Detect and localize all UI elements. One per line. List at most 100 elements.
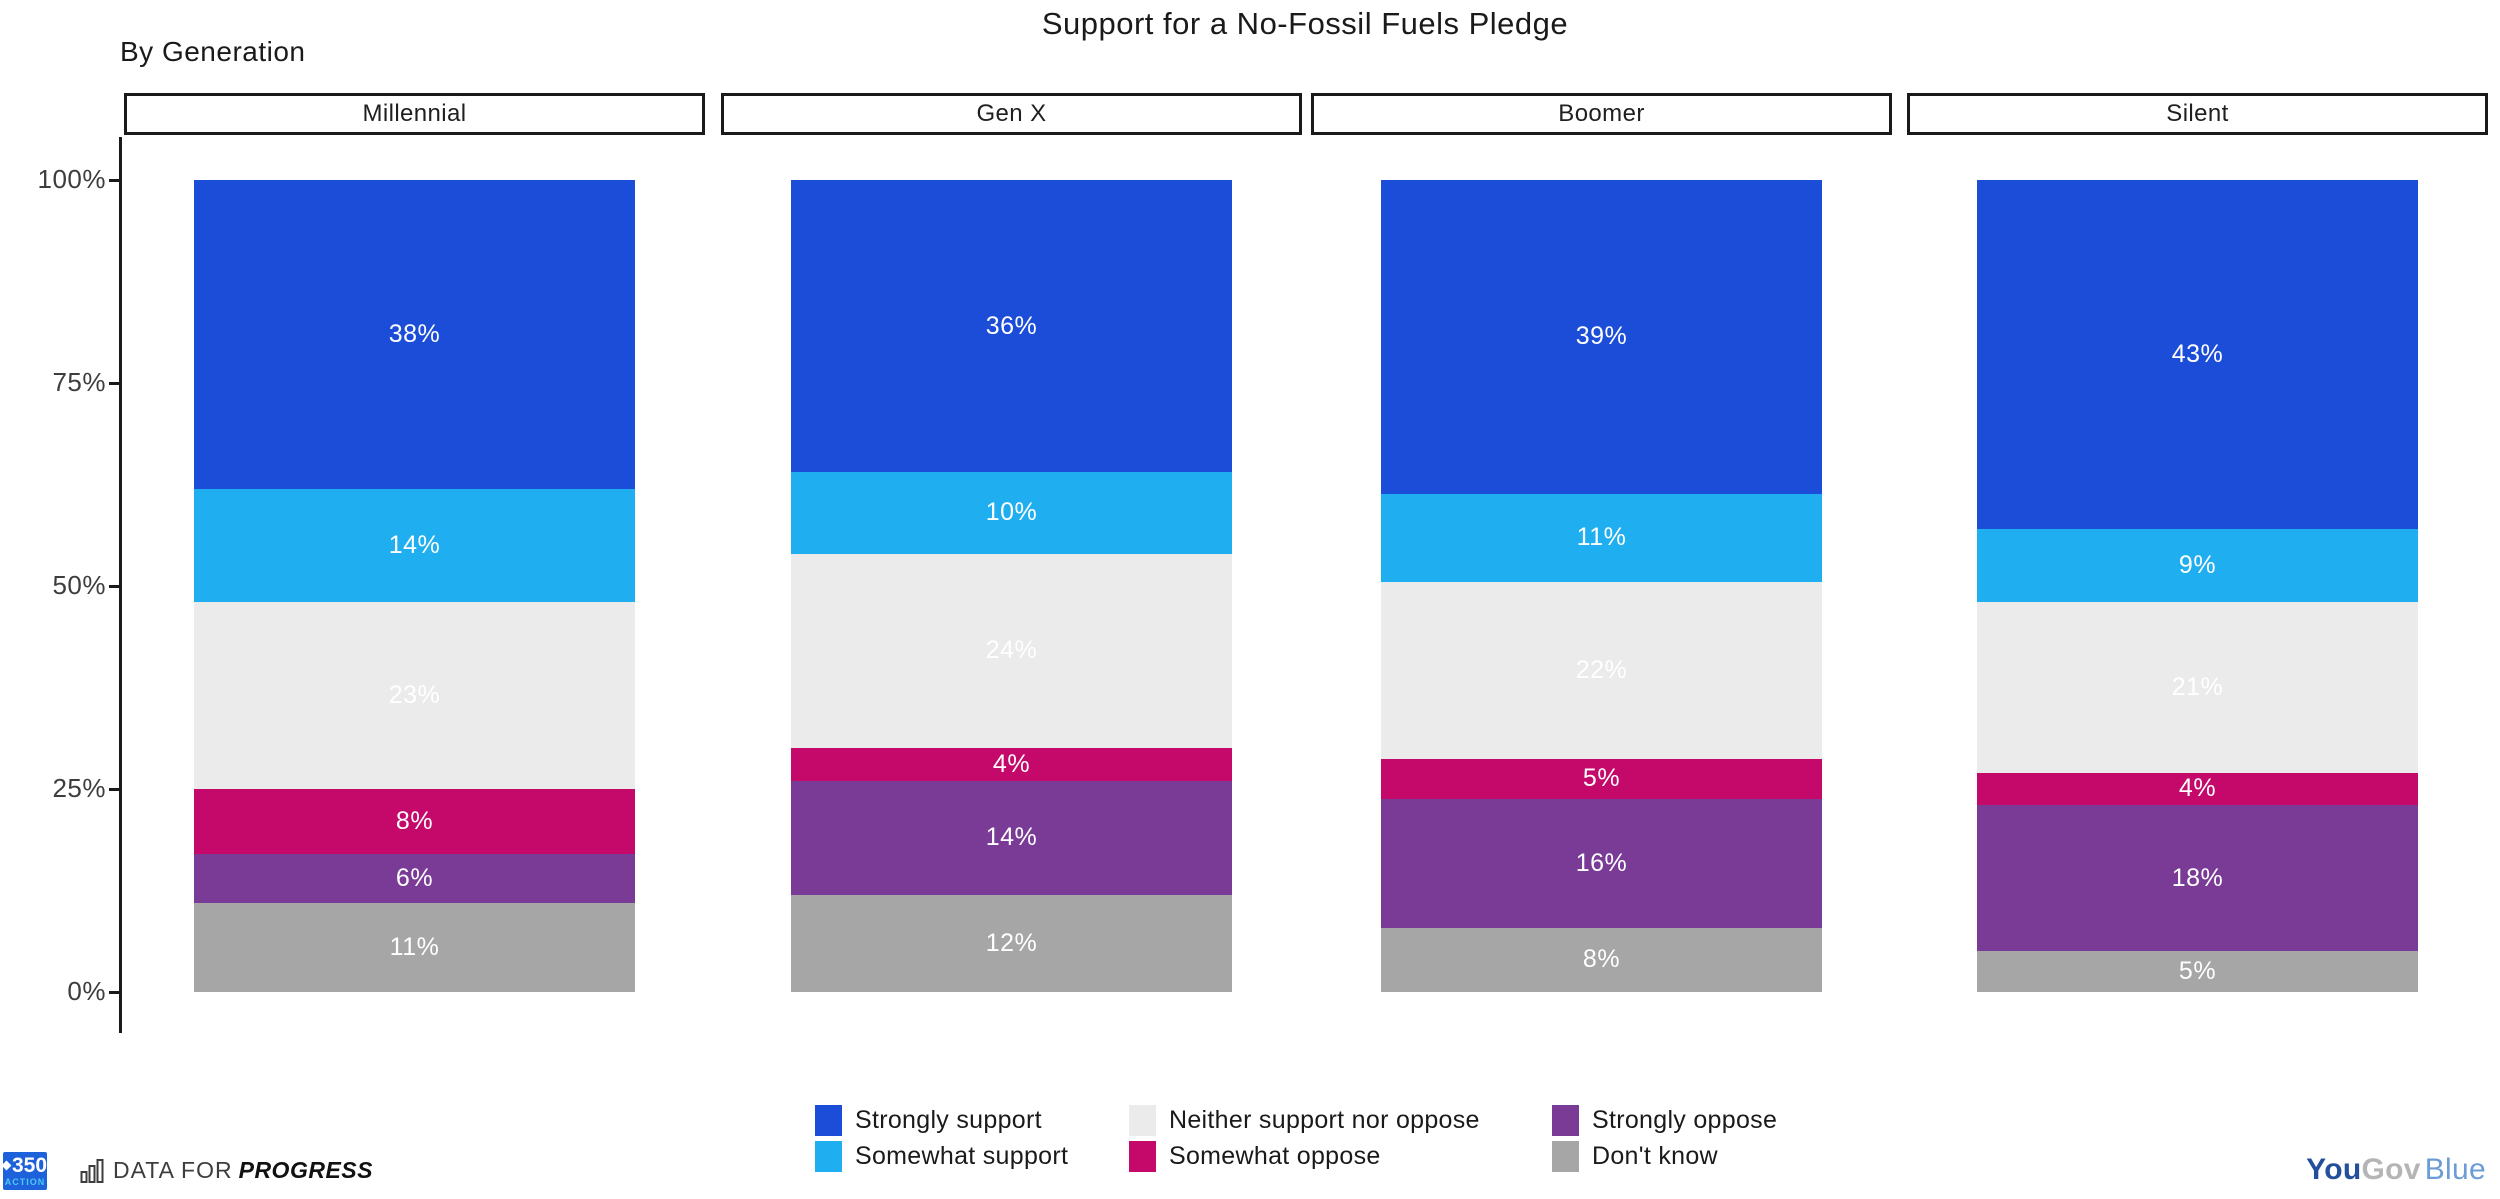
bar-segment-strongly-support: 43% — [1977, 180, 2418, 530]
bar-segment-label: 5% — [1582, 764, 1621, 793]
bar-segment-label: 24% — [985, 636, 1038, 665]
bar-segment-label: 21% — [2171, 672, 2224, 701]
bar-segment-label: 22% — [1575, 655, 1628, 684]
bar-segment-label: 11% — [1576, 523, 1627, 552]
y-axis-tick — [109, 787, 119, 791]
y-axis-tick-label: 75% — [52, 367, 106, 397]
yougov-blue: Blue — [2424, 1153, 2486, 1186]
bar-segment-label: 43% — [2171, 340, 2224, 369]
yougov-gov: Gov — [2361, 1153, 2421, 1186]
bar-segment-don-t-know: 11% — [194, 902, 635, 992]
bar-segment-somewhat-support: 10% — [791, 472, 1232, 554]
bar-segment-somewhat-support: 9% — [1977, 529, 2418, 603]
y-axis-line — [119, 137, 122, 1033]
y-axis-tick — [109, 990, 119, 994]
bar-segment-label: 4% — [2178, 774, 2217, 803]
legend-item-don-t-know: Don't know — [1552, 1140, 1718, 1172]
legend-item-strongly-support: Strongly support — [815, 1104, 1042, 1136]
bar-segment-label: 11% — [389, 932, 440, 961]
legend-swatch — [1552, 1140, 1579, 1172]
legend-swatch — [815, 1140, 842, 1172]
footer-left: 350 ACTION DATA FOR PROGRESS — [1, 1151, 373, 1190]
y-axis-tick — [109, 178, 119, 182]
legend-label: Strongly support — [855, 1105, 1042, 1134]
bar-segment-label: 8% — [1582, 945, 1621, 974]
legend-label: Strongly oppose — [1592, 1105, 1778, 1134]
yougov-you: You — [2306, 1153, 2362, 1186]
bar-segment-strongly-support: 38% — [194, 180, 635, 489]
bar-segment-neither-support-nor-oppose: 24% — [791, 553, 1232, 749]
bar-segment-strongly-oppose: 6% — [194, 853, 635, 903]
bar-chart-icon — [80, 1158, 104, 1183]
logo-350-action: 350 ACTION — [1, 1151, 48, 1190]
chart-subtitle: By Generation — [120, 36, 306, 67]
logo-350-number: 350 — [11, 1153, 48, 1177]
bar-segment-don-t-know: 12% — [791, 894, 1232, 992]
bar-segment-label: 5% — [2178, 957, 2217, 986]
facet-header-gen-x: Gen X — [721, 93, 1302, 135]
legend-label: Somewhat support — [855, 1141, 1069, 1170]
y-axis-tick-label: 25% — [52, 773, 106, 803]
dfp-name: PROGRESS — [238, 1157, 373, 1183]
stacked-bar-silent: 43% 9% 21% 4% 18% 5% — [1977, 180, 2418, 992]
bar-segment-don-t-know: 8% — [1381, 927, 1822, 992]
y-axis-tick-label: 0% — [67, 976, 106, 1006]
bar-segment-label: 36% — [985, 311, 1038, 340]
legend-label: Somewhat oppose — [1169, 1141, 1381, 1170]
bar-segment-label: 4% — [992, 750, 1031, 779]
bar-segment-strongly-support: 36% — [791, 180, 1232, 473]
legend-item-neither-support-nor-oppose: Neither support nor oppose — [1129, 1104, 1480, 1136]
bar-segment-somewhat-support: 14% — [194, 488, 635, 603]
dfp-prefix: DATA FOR — [113, 1157, 233, 1183]
y-axis-tick-label: 50% — [52, 570, 106, 600]
legend-swatch — [815, 1104, 842, 1136]
bar-segment-strongly-oppose: 14% — [791, 780, 1232, 895]
bar-segment-somewhat-support: 11% — [1381, 493, 1822, 582]
logo-350-word: ACTION — [4, 1176, 46, 1187]
facet-header-silent: Silent — [1907, 93, 2488, 135]
bar-segment-label: 38% — [388, 319, 441, 348]
legend-item-somewhat-support: Somewhat support — [815, 1140, 1068, 1172]
legend-item-strongly-oppose: Strongly oppose — [1552, 1104, 1777, 1136]
bar-segment-neither-support-nor-oppose: 23% — [194, 602, 635, 789]
legend-label: Neither support nor oppose — [1169, 1105, 1480, 1134]
y-axis-tick — [109, 584, 119, 588]
bar-segment-somewhat-oppose: 8% — [194, 789, 635, 854]
bar-segment-label: 18% — [2171, 863, 2224, 892]
diamond-icon — [1, 1160, 12, 1170]
bar-segment-strongly-oppose: 16% — [1381, 799, 1822, 928]
facet-header-boomer: Boomer — [1311, 93, 1892, 135]
stacked-bar-millennial: 38% 14% 23% 8% 6% 11% — [194, 180, 635, 992]
bar-segment-neither-support-nor-oppose: 21% — [1977, 602, 2418, 773]
legend-swatch — [1129, 1140, 1156, 1172]
bar-segment-label: 16% — [1575, 848, 1628, 877]
bar-segment-neither-support-nor-oppose: 22% — [1381, 581, 1822, 759]
bar-segment-label: 39% — [1575, 322, 1628, 351]
bar-segment-don-t-know: 5% — [1977, 951, 2418, 992]
bar-segment-label: 14% — [985, 823, 1038, 852]
bar-segment-label: 12% — [985, 928, 1038, 957]
legend-label: Don't know — [1592, 1141, 1718, 1170]
facet-header-millennial: Millennial — [124, 93, 705, 135]
bar-segment-label: 23% — [388, 681, 441, 710]
legend-swatch — [1129, 1104, 1156, 1136]
stacked-bar-boomer: 39% 11% 22% 5% 16% 8% — [1381, 180, 1822, 992]
bar-segment-somewhat-oppose: 4% — [1977, 772, 2418, 806]
y-axis-tick-label: 100% — [37, 164, 106, 194]
bar-segment-label: 8% — [395, 806, 434, 835]
legend-swatch — [1552, 1104, 1579, 1136]
bar-segment-somewhat-oppose: 4% — [791, 748, 1232, 781]
bar-segment-label: 9% — [2178, 551, 2217, 580]
stacked-bar-gen-x: 36% 10% 24% 4% 14% 12% — [791, 180, 1232, 992]
yougov-blue-wordmark: YouGov Blue — [2306, 1153, 2486, 1187]
bar-segment-strongly-oppose: 18% — [1977, 805, 2418, 952]
bar-segment-strongly-support: 39% — [1381, 180, 1822, 494]
legend-item-somewhat-oppose: Somewhat oppose — [1129, 1140, 1381, 1172]
bar-segment-label: 6% — [395, 863, 434, 892]
dfp-wordmark: DATA FOR PROGRESS — [113, 1157, 373, 1184]
bar-segment-label: 14% — [388, 530, 441, 559]
bar-segment-somewhat-oppose: 5% — [1381, 758, 1822, 800]
y-axis-tick — [109, 381, 119, 385]
chart-title: Support for a No-Fossil Fuels Pledge — [1041, 6, 1569, 41]
bar-segment-label: 10% — [985, 498, 1038, 527]
